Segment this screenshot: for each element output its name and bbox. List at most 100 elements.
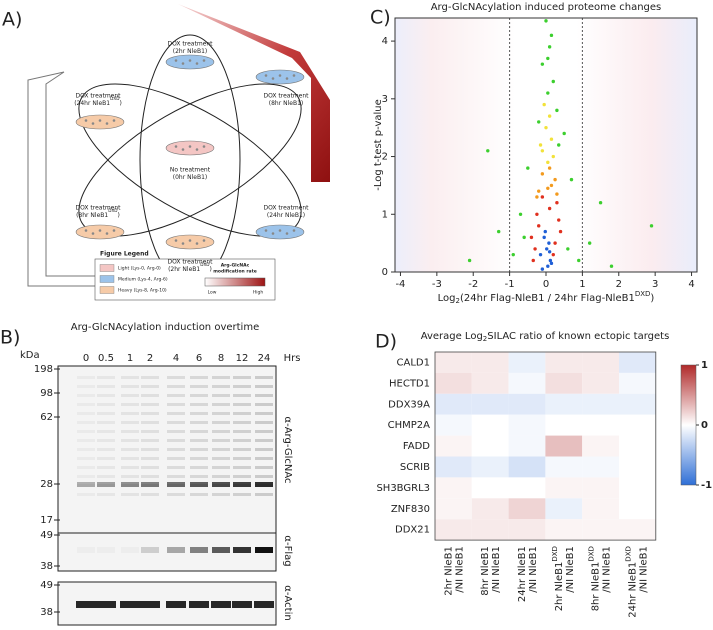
heat-cell [582,393,619,415]
point [496,229,501,234]
node-label: DOX treatment [263,205,309,212]
point [529,235,534,240]
row-label: CALD1 [397,357,430,368]
text-part: ) [210,266,212,273]
point [537,120,541,124]
point [547,114,552,118]
point [587,241,592,245]
band [233,430,251,433]
band [233,448,251,451]
cell [98,119,102,122]
heat-cell [545,477,583,499]
band [255,457,273,460]
band [141,430,159,433]
node-label: (24hr NleB1) [267,212,305,219]
heat-cell [619,393,656,415]
band [167,385,185,388]
heat-cell [545,456,583,478]
lane-label: 0 [83,353,89,364]
band [141,412,159,415]
band [97,484,115,487]
column-label: 24hr NleB1 [517,546,528,602]
text-part: ) [650,293,654,304]
heat-cell [508,477,546,499]
band [255,385,273,388]
band [255,482,273,487]
legend-title: Figure Legend [100,251,149,258]
node-label: DOX treatment [167,259,213,266]
band [141,394,159,397]
heat-cell [619,519,656,541]
marker-label: 38 [40,561,53,572]
band [97,457,115,460]
band [141,376,159,379]
point [511,252,515,257]
heat-cell [435,352,472,373]
panel-label: D) [375,331,397,353]
band [141,403,159,406]
cell [84,119,88,122]
node-label: (8hr NleB1DXD) [76,208,120,219]
x-tick-label: 4 [688,279,694,290]
chart-title: Arg-GlcNAcylation induced proteome chang… [431,2,662,13]
point [546,160,550,165]
point [526,166,530,170]
text-part: DXD [624,546,632,562]
cell [292,229,296,232]
row-label: FADD [403,441,430,452]
band [97,421,115,424]
band [233,421,251,424]
point [540,172,545,176]
band [167,457,185,460]
lane-label: 1 [127,353,133,364]
text-part: (8hr NleB1 [76,212,108,219]
heat-cell [471,414,509,436]
colorbar [680,364,697,486]
point [549,183,554,188]
legend-label: Light (Lys-0, Arg-0) [118,266,161,272]
band [97,430,115,433]
heat-cell [471,393,509,415]
marker-label: 198 [34,364,53,375]
point [467,258,472,263]
x-tick-label: 2 [616,279,622,290]
band [190,482,208,487]
band [212,439,230,442]
band [77,547,95,553]
band [212,394,230,397]
point [538,143,543,147]
marker-label: 38 [40,607,53,618]
heat-cell [582,435,619,457]
row-label: SCRIB [400,462,430,473]
band [167,448,185,451]
heat-cell [508,498,546,520]
cell [188,145,192,148]
cell [174,59,178,62]
band [77,493,95,496]
node-label: (2hr NleB1DXD) [168,262,212,273]
y-tick-label: 0 [382,267,388,278]
band [212,493,230,496]
band [141,475,159,478]
band [77,484,95,487]
dish [75,114,125,130]
cell [84,229,88,232]
legend-label: Medium (Lys-4, Arg-6) [118,277,168,283]
band [190,466,208,469]
band [190,376,208,379]
cell [188,239,192,242]
marker-label: 28 [40,479,53,490]
heat-cell [582,498,619,520]
band [121,482,139,487]
heat-cell [471,519,509,541]
dish [165,234,215,250]
text-part: DXD [110,96,119,101]
cell [105,232,109,235]
text-part: (2hr NleB1 [168,266,200,273]
point [549,137,554,141]
point [545,247,549,251]
node-label: DOX treatment [167,41,213,48]
band [190,412,208,415]
dish [165,140,215,156]
row-label: ZNF830 [391,504,430,515]
